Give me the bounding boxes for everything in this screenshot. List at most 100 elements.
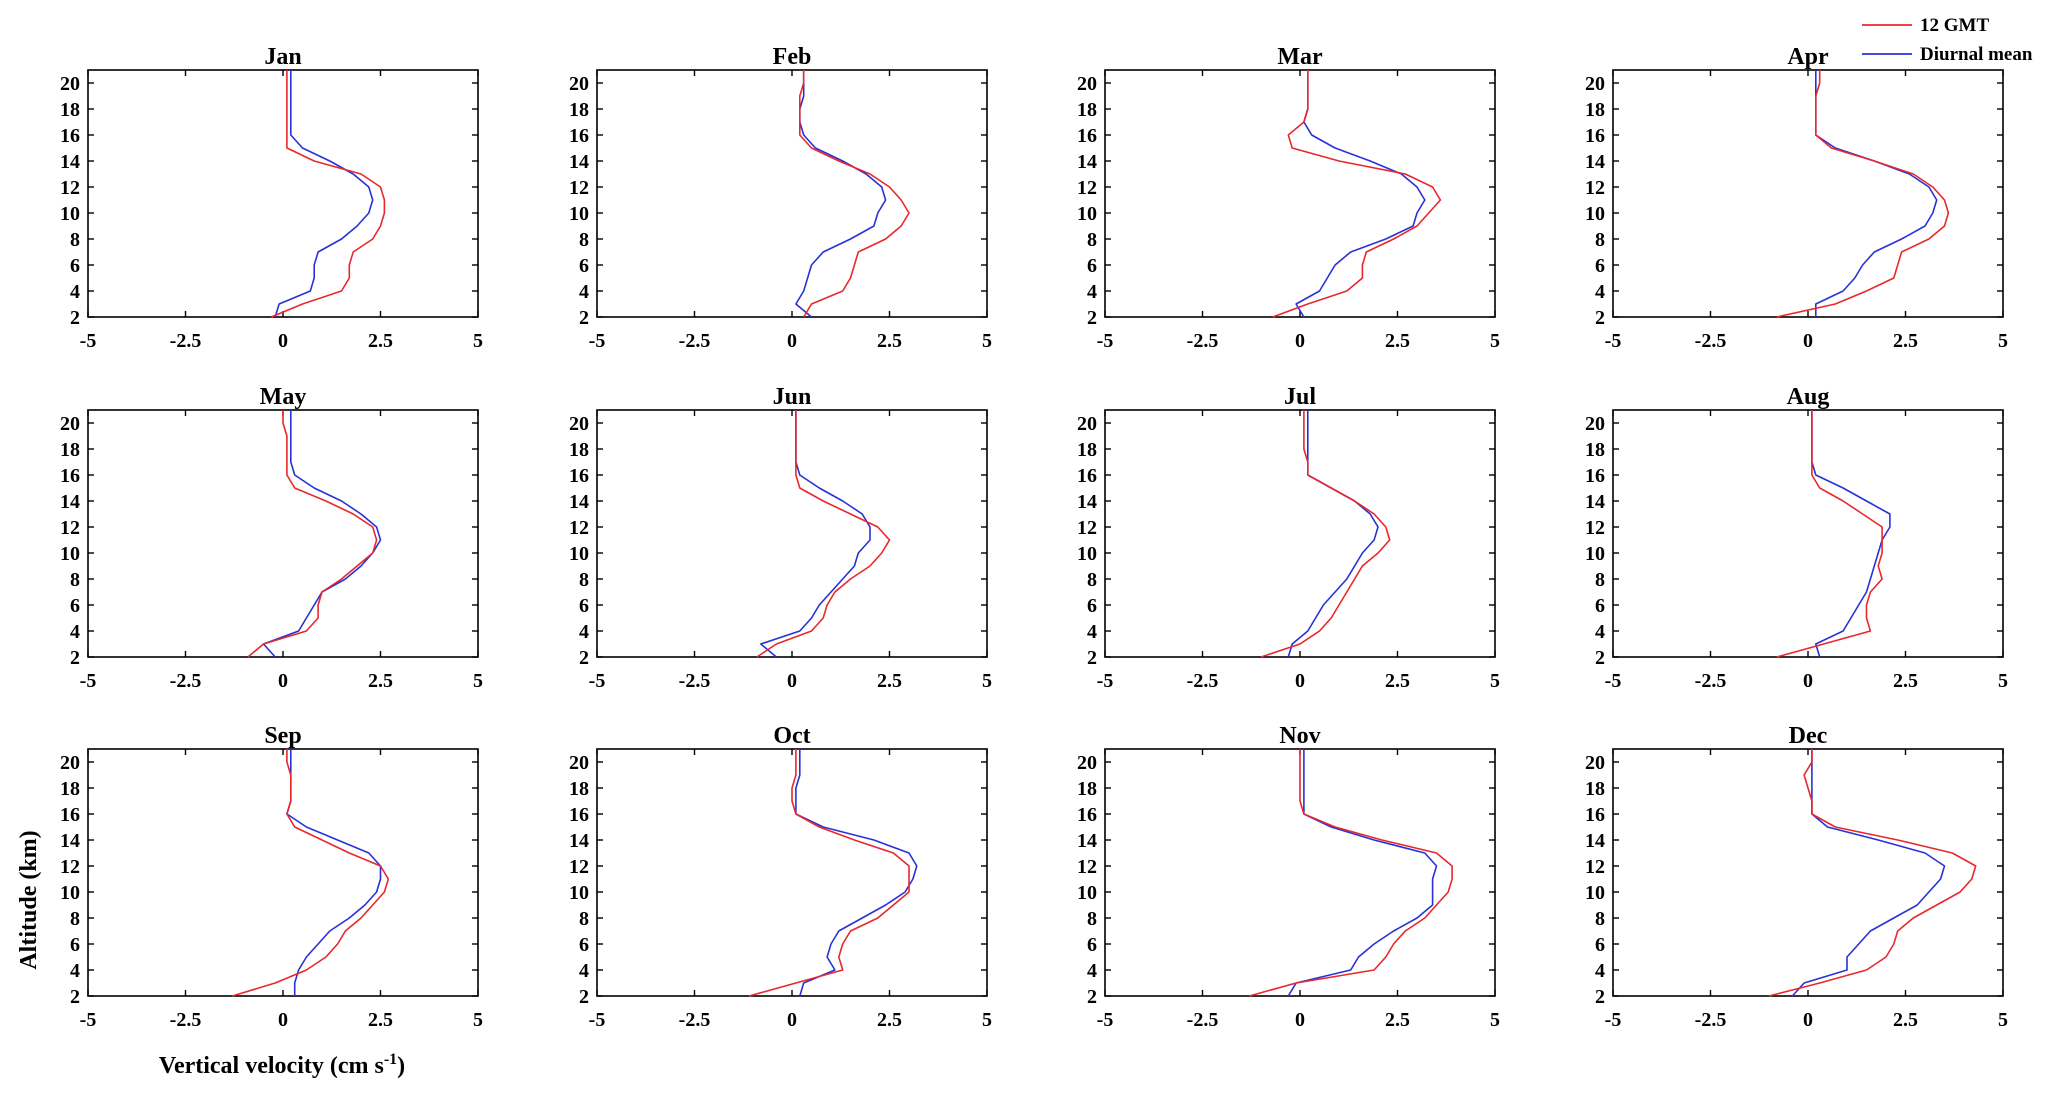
y-tick-label: 4 <box>1595 281 1605 303</box>
x-axis-label: Vertical velocity (cm s-1) <box>159 1051 405 1079</box>
y-tick-label: 4 <box>1087 281 1097 303</box>
x-axis-label-superscript: -1 <box>384 1051 397 1068</box>
series-line-12-gmt <box>247 410 378 658</box>
y-tick-label: 16 <box>1585 125 1605 147</box>
legend-label: 12 GMT <box>1920 15 1989 36</box>
y-tick-label: 20 <box>1077 752 1097 774</box>
x-tick-label: -5 <box>589 1009 606 1031</box>
x-tick-label: 2.5 <box>1385 1009 1410 1031</box>
y-tick-label: 12 <box>569 517 589 539</box>
y-tick-label: 12 <box>1585 177 1605 199</box>
panel-title: Mar <box>1277 44 1323 70</box>
y-tick-label: 10 <box>1077 882 1097 904</box>
panel-jul: Jul 2 4 6 8 10 12 14 16 18 20 -5 -2.5 0 2.5 5 <box>1077 384 1500 692</box>
x-tick-label: -2.5 <box>1187 670 1219 692</box>
y-tick-label: 18 <box>569 99 589 121</box>
plot-frame <box>87 409 479 658</box>
series-line-diurnal-mean <box>1815 70 1938 317</box>
y-tick-label: 10 <box>569 543 589 565</box>
legend: 12 GMT Diurnal mean <box>1862 15 2033 65</box>
y-tick-label: 14 <box>1585 491 1605 513</box>
panel-title: Jan <box>264 44 301 70</box>
y-tick-label: 16 <box>569 465 589 487</box>
x-tick-label: -2.5 <box>170 1009 202 1031</box>
series-line-12-gmt <box>1272 70 1442 318</box>
panel-title: May <box>260 384 307 410</box>
x-tick-label: -2.5 <box>170 670 202 692</box>
x-tick-label: 0 <box>787 670 797 692</box>
y-tick-label: 20 <box>1077 73 1097 95</box>
x-tick-label: -2.5 <box>1187 1009 1219 1031</box>
panel-title: Jul <box>1284 384 1316 410</box>
y-tick-label: 8 <box>1087 229 1097 251</box>
y-tick-label: 14 <box>1077 491 1097 513</box>
y-tick-label: 12 <box>1077 517 1097 539</box>
y-tick-label: 18 <box>1077 99 1097 121</box>
y-tick-label: 8 <box>1595 908 1605 930</box>
y-tick-label: 14 <box>60 491 80 513</box>
panel-may: May 2 4 6 8 10 12 14 16 18 20 -5 -2.5 0 2.5 5 <box>60 384 483 692</box>
series-line-12-gmt <box>1776 70 1950 318</box>
y-tick-label: 14 <box>569 830 589 852</box>
plot-frame <box>87 748 479 997</box>
x-tick-label: -2.5 <box>679 330 711 352</box>
panel-nov: Nov 2 4 6 8 10 12 14 16 18 20 -5 -2.5 0 2.5 5 <box>1077 723 1500 1031</box>
y-tick-label: 2 <box>1595 307 1605 329</box>
y-tick-label: 8 <box>579 569 589 591</box>
y-tick-label: 4 <box>579 281 589 303</box>
y-tick-label: 6 <box>1595 255 1605 277</box>
y-tick-label: 2 <box>1595 986 1605 1008</box>
x-tick-label: 5 <box>982 670 992 692</box>
y-tick-label: 4 <box>1595 621 1605 643</box>
y-tick-label: 12 <box>1585 856 1605 878</box>
y-tick-label: 16 <box>1585 804 1605 826</box>
y-tick-label: 18 <box>1077 439 1097 461</box>
panel-feb: Feb 2 4 6 8 10 12 14 16 18 20 -5 -2.5 0 2.5 5 <box>569 44 992 352</box>
series-line-12-gmt <box>1260 410 1391 658</box>
series-line-diurnal-mean <box>1287 749 1438 997</box>
y-tick-label: 14 <box>569 491 589 513</box>
y-tick-label: 18 <box>569 778 589 800</box>
x-tick-label: 2.5 <box>877 670 902 692</box>
plot-frame <box>1612 409 2004 658</box>
x-tick-label: 5 <box>1998 330 2008 352</box>
y-tick-label: 20 <box>569 413 589 435</box>
y-tick-label: 2 <box>1087 986 1097 1008</box>
panel-title: Jun <box>773 384 812 410</box>
y-tick-label: 14 <box>569 151 589 173</box>
y-tick-label: 8 <box>1087 908 1097 930</box>
y-tick-label: 4 <box>579 960 589 982</box>
plot-frame <box>596 69 988 318</box>
x-tick-label: 5 <box>1490 330 1500 352</box>
x-tick-label: -5 <box>589 330 606 352</box>
x-tick-label: -5 <box>1097 1009 1114 1031</box>
y-tick-label: 14 <box>1077 151 1097 173</box>
series-line-diurnal-mean <box>274 70 374 318</box>
panel-dec: Dec 2 4 6 8 10 12 14 16 18 20 -5 -2.5 0 2.5 5 <box>1585 723 2008 1031</box>
x-tick-label: -2.5 <box>170 330 202 352</box>
y-tick-label: 12 <box>60 517 80 539</box>
y-tick-label: 2 <box>70 986 80 1008</box>
y-tick-label: 4 <box>1087 621 1097 643</box>
y-tick-label: 4 <box>70 621 80 643</box>
x-tick-label: 5 <box>1490 1009 1500 1031</box>
x-tick-label: -5 <box>1605 670 1622 692</box>
x-tick-label: -5 <box>1097 330 1114 352</box>
x-tick-label: -5 <box>80 670 97 692</box>
series-line-12-gmt <box>232 749 390 997</box>
x-tick-label: 0 <box>1803 330 1813 352</box>
y-tick-label: 10 <box>569 203 589 225</box>
x-axis-label-close: ) <box>397 1053 405 1079</box>
panel-title: Aug <box>1787 384 1830 410</box>
panel-apr: Apr 2 4 6 8 10 12 14 16 18 20 -5 -2.5 0 2.5 5 <box>1585 44 2008 352</box>
plot-frame <box>1612 69 2004 318</box>
y-tick-label: 10 <box>60 543 80 565</box>
series-line-12-gmt <box>756 410 891 658</box>
x-tick-label: 2.5 <box>1385 330 1410 352</box>
x-tick-label: -2.5 <box>1187 330 1219 352</box>
y-tick-label: 20 <box>60 752 80 774</box>
y-tick-label: 10 <box>1585 543 1605 565</box>
y-tick-label: 18 <box>1077 778 1097 800</box>
y-tick-label: 4 <box>70 281 80 303</box>
